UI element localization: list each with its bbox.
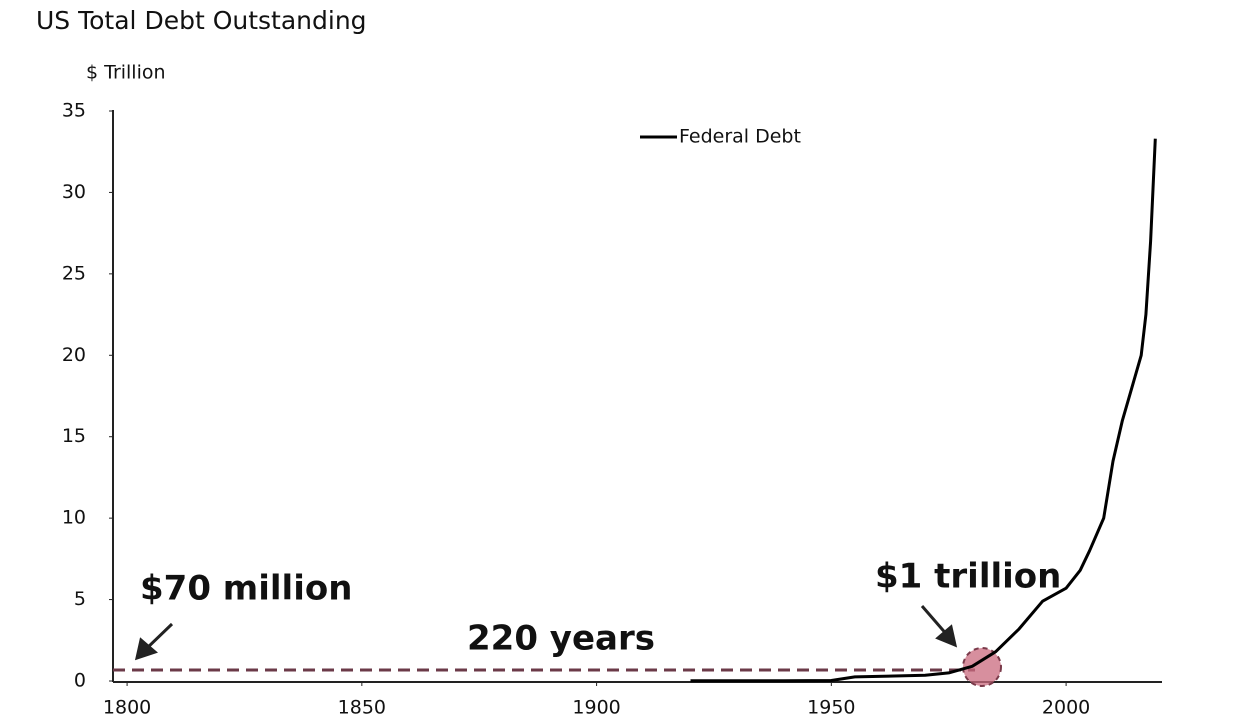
y-tick-label: 20 [62, 344, 86, 366]
x-tick-label: 1850 [338, 697, 386, 716]
annotation: 220 years [467, 619, 655, 659]
arrows [134, 605, 958, 661]
y-axis-label: $ Trillion [86, 62, 166, 84]
chart-title: US Total Debt Outstanding [36, 6, 367, 35]
x-tick-label: 1900 [572, 697, 620, 716]
y-tick-label: 35 [62, 100, 86, 122]
y-tick-label: 5 [74, 588, 86, 610]
y-tick-label: 30 [62, 181, 86, 203]
y-tick-label: 15 [62, 425, 86, 447]
x-tick-label: 2000 [1042, 697, 1090, 716]
data-line [690, 138, 1157, 683]
annotation: $70 million [140, 569, 352, 609]
annotation: $1 trillion [875, 557, 1061, 597]
y-tick-label: 0 [74, 670, 86, 692]
x-tick-label: 1800 [103, 697, 151, 716]
x-tick-label: 1950 [807, 697, 855, 716]
y-tick-label: 10 [62, 507, 86, 529]
highlight-circle [962, 647, 1002, 687]
legend-label: Federal Debt [679, 126, 801, 148]
y-tick-label: 25 [62, 262, 86, 284]
